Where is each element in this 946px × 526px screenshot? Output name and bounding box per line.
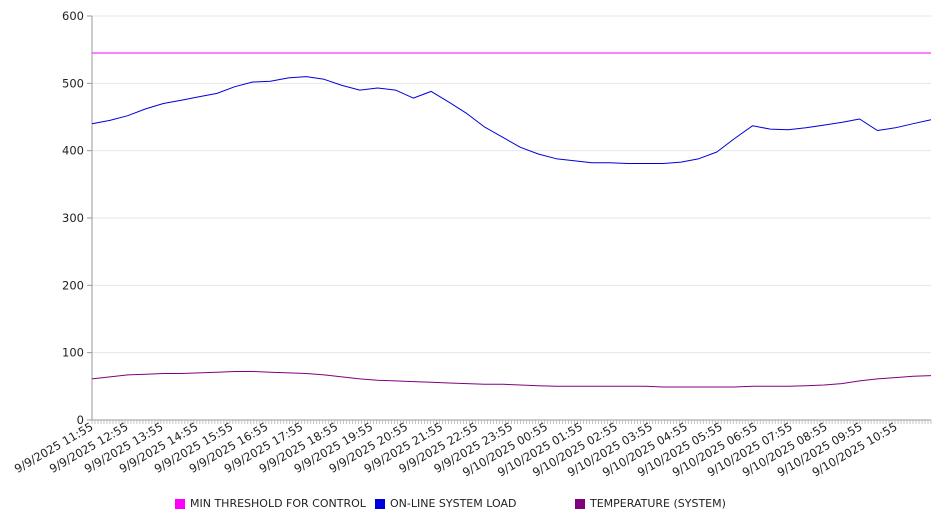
y-tick-label: 500 (62, 76, 84, 90)
x-axis: 9/9/2025 11:559/9/2025 12:559/9/2025 13:… (12, 419, 932, 479)
y-tick-label: 200 (62, 278, 84, 292)
legend-swatch-system-load (375, 498, 385, 509)
y-tick-label: 600 (62, 9, 84, 23)
y-tick-label: 400 (62, 144, 84, 158)
legend-swatch-temperature (575, 498, 585, 509)
legend-label-system-load: ON-LINE SYSTEM LOAD (390, 497, 517, 510)
legend: MIN THRESHOLD FOR CONTROL ON-LINE SYSTEM… (0, 497, 946, 515)
y-tick-label: 300 (62, 211, 84, 225)
series-lines (91, 52, 932, 388)
legend-item-min-threshold: MIN THRESHOLD FOR CONTROL (175, 497, 366, 510)
series-line-2 (91, 371, 932, 388)
y-tick-label: 0 (77, 413, 84, 427)
legend-label-temperature: TEMPERATURE (SYSTEM) (590, 497, 726, 510)
y-axis: 0 100 200 300 400 500 600 (62, 9, 93, 427)
gridlines (92, 15, 931, 354)
series-line-1 (91, 76, 932, 164)
legend-swatch-min-threshold (175, 498, 185, 509)
legend-item-temperature: TEMPERATURE (SYSTEM) (575, 497, 726, 510)
legend-item-system-load: ON-LINE SYSTEM LOAD (375, 497, 516, 510)
y-tick-label: 100 (62, 346, 84, 360)
legend-label-min-threshold: MIN THRESHOLD FOR CONTROL (190, 497, 366, 510)
